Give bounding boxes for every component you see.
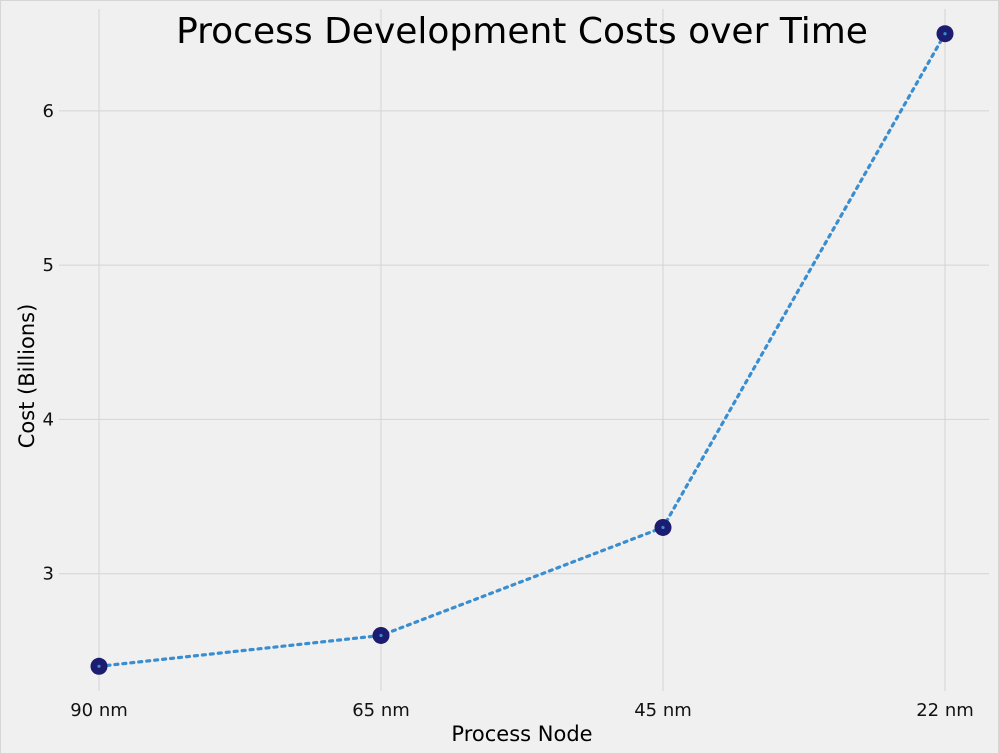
data-point-line-dot (661, 525, 665, 530)
y-tick-label: 4 (43, 409, 54, 430)
y-axis-label: Cost (Billions) (15, 304, 39, 449)
grid-layer (59, 9, 989, 691)
data-point-line-dot (97, 664, 101, 668)
x-tick-label: 22 nm (916, 700, 974, 721)
data-point-line-dot (379, 633, 383, 638)
tick-labels-layer: 90 nm 65 nm 45 nm 22 nm 3 4 5 6 (43, 101, 974, 721)
x-tick-label: 90 nm (70, 700, 128, 721)
series-line-layer (97, 32, 947, 668)
y-tick-label: 5 (43, 255, 54, 276)
x-axis-label: Process Node (451, 722, 592, 746)
x-tick-label: 45 nm (634, 700, 692, 721)
y-tick-label: 3 (43, 564, 54, 585)
data-point-line-dot (943, 32, 947, 36)
chart-title: Process Development Costs over Time (176, 11, 868, 52)
data-points-layer (90, 25, 954, 675)
x-tick-label: 65 nm (352, 700, 410, 721)
y-tick-label: 6 (43, 101, 54, 122)
series-line (97, 32, 947, 668)
